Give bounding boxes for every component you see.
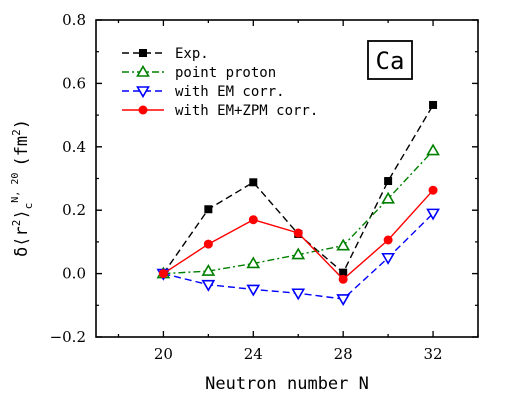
legend-marker (139, 49, 147, 57)
y-axis-title-sup1: 2 (10, 220, 23, 227)
y-axis-title-unit-sup: 2 (10, 129, 23, 136)
data-point (248, 215, 258, 225)
data-point (426, 143, 440, 156)
data-point (338, 274, 348, 284)
x-tick-label: 24 (244, 345, 263, 363)
y-tick-label: 0.2 (62, 201, 86, 219)
series-layer (156, 100, 440, 307)
data-point (201, 263, 216, 276)
data-point (246, 256, 261, 269)
data-point (204, 205, 213, 214)
data-point (203, 239, 213, 249)
legend-marker (138, 105, 148, 115)
y-axis-title: δ⟨r2⟩cN, 20(fm2) (10, 119, 35, 257)
y-axis-title-close: ⟩ (12, 209, 32, 219)
x-tick-label: 20 (154, 345, 173, 363)
data-point (381, 191, 396, 204)
data-point (336, 238, 351, 251)
x-tick-label: 32 (424, 345, 443, 363)
data-point (381, 252, 396, 265)
data-point (201, 279, 216, 292)
y-tick-label: 0.0 (62, 265, 86, 283)
y-axis-title-main: δ⟨r (12, 226, 32, 257)
data-point (384, 177, 393, 186)
data-point (383, 235, 393, 245)
data-point (291, 288, 306, 301)
data-point (428, 185, 438, 195)
series-4 (158, 185, 438, 284)
y-axis-title-sup2: N, 20 (10, 173, 21, 203)
annotation-frame (367, 40, 413, 80)
legend-marker (136, 64, 150, 77)
data-point (249, 178, 258, 187)
legend-label: Exp. (175, 46, 209, 62)
data-point (339, 268, 348, 277)
data-point (429, 100, 438, 109)
legend-label: point proton (175, 65, 276, 81)
data-point (246, 284, 261, 297)
legend: Exp. point proton with EM corr. with EM+ZPM… (122, 46, 318, 119)
legend-label: with EM+ZPM corr. (175, 103, 318, 119)
data-point (293, 228, 303, 238)
y-tick-label: 0.6 (62, 74, 86, 92)
y-axis-title-unit: (fm (12, 136, 32, 167)
x-axis-title: Neutron number N (205, 374, 369, 394)
data-point (291, 247, 306, 260)
y-tick-label: −0.2 (50, 328, 86, 346)
data-point (426, 208, 440, 221)
legend-label: with EM corr. (175, 84, 285, 100)
x-tick-label: 28 (334, 345, 353, 363)
axes-layer: −0.2 0.0 0.2 0.4 0.6 0.8 20 24 28 32 (50, 11, 479, 363)
data-point (158, 269, 168, 279)
legend-marker (136, 86, 150, 99)
y-axis-title-sub: c (22, 203, 35, 210)
y-tick-label: 0.8 (62, 11, 86, 29)
series-2 (156, 143, 440, 279)
data-point (336, 294, 351, 307)
annotation-box: Ca (367, 40, 413, 80)
y-axis-title-unit-close: ) (12, 119, 32, 129)
annotation-label: Ca (376, 47, 405, 75)
y-tick-label: 0.4 (62, 138, 86, 156)
